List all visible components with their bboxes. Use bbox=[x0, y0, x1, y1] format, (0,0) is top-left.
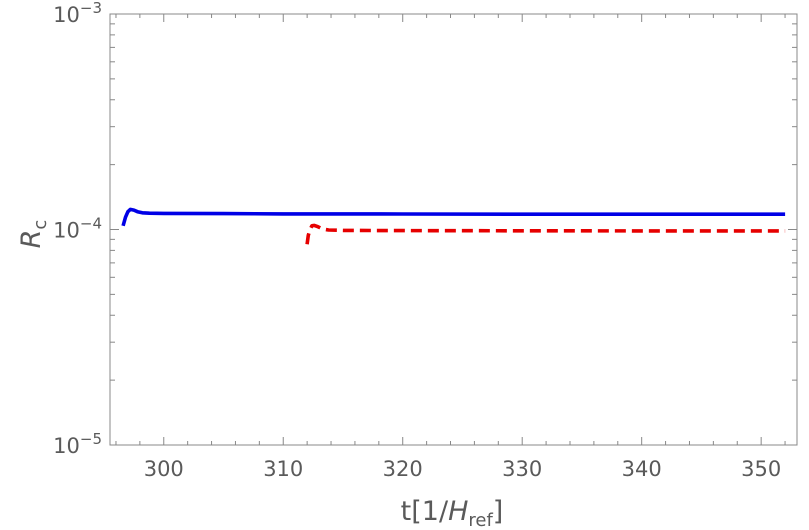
x-axis-title: t[1/Href] bbox=[401, 496, 504, 530]
x-axis-main: t[1/ bbox=[401, 496, 449, 527]
x-axis-var: H bbox=[448, 496, 468, 527]
x-tick-label: 350 bbox=[741, 457, 781, 481]
tick-labels: 300 310 320 330 340 350 10−5 10−4 10−3 bbox=[53, 0, 781, 481]
y-tick-label: 10−4 bbox=[53, 215, 102, 243]
x-tick-label: 320 bbox=[383, 457, 423, 481]
x-tick-label: 300 bbox=[144, 457, 184, 481]
x-tick-label: 310 bbox=[263, 457, 303, 481]
y-axis-sub: c bbox=[30, 220, 51, 230]
series-line-2 bbox=[305, 223, 786, 245]
series-line-1 bbox=[121, 207, 786, 227]
x-axis-close: ] bbox=[493, 496, 504, 527]
y-axis-var: R bbox=[16, 230, 47, 249]
y-axis-title: Rc bbox=[16, 220, 51, 249]
x-axis-sub: ref bbox=[468, 510, 493, 530]
x-tick-label: 330 bbox=[502, 457, 542, 481]
y-tick-label: 10−5 bbox=[53, 430, 102, 458]
series-layer bbox=[121, 207, 786, 245]
x-tick-label: 340 bbox=[622, 457, 662, 481]
y-tick-label: 10−3 bbox=[53, 0, 102, 27]
axis-ticks bbox=[110, 13, 797, 446]
